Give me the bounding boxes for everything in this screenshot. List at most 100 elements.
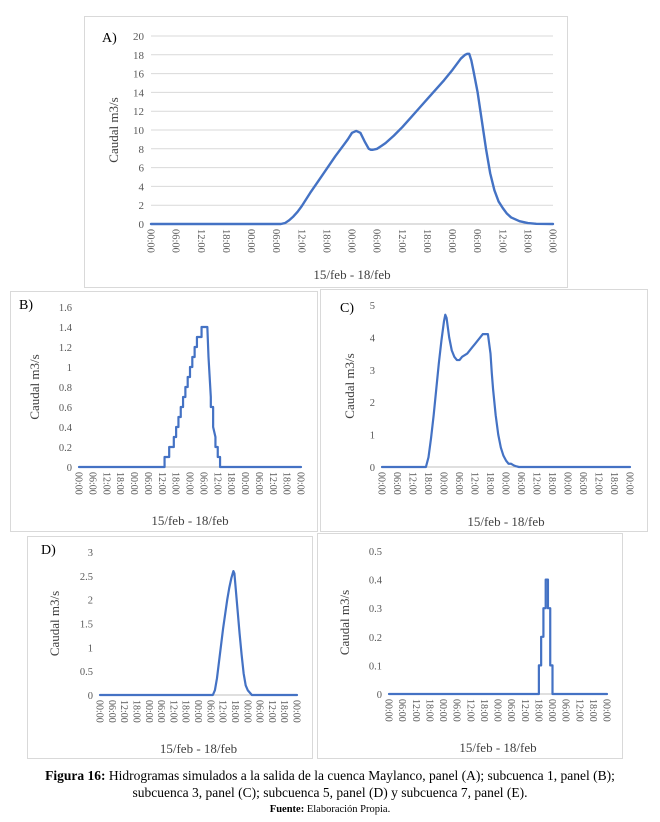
- y-tick-label: 0.6: [59, 403, 72, 414]
- source-label: Fuente:: [269, 804, 305, 815]
- x-tick-label: 06:00: [515, 472, 526, 495]
- x-tick-label: 18:00: [170, 472, 181, 495]
- y-tick-label: 18: [133, 50, 145, 62]
- series-line-b: [77, 325, 303, 469]
- x-tick-label: 12:00: [195, 229, 206, 253]
- chart-c-svg: 0 1 2 3 4 5 00:00 06:00 12:00 18:00 00:00 06:00 12:0…: [342, 301, 635, 529]
- y-tick-label: 6: [139, 163, 145, 175]
- chart-e-svg: 00.10.20.30.40.500:00 06:00 12:00 18:00 00:0…: [337, 547, 612, 755]
- x-tick-label: 00:00: [145, 229, 156, 253]
- caption-line-2: subcuenca 3, panel (C); subcuenca 5, pan…: [132, 785, 528, 800]
- y-tick-label: 1: [88, 643, 93, 654]
- x-tick-label: 00:00: [94, 700, 105, 723]
- x-tick-label: 12:00: [531, 472, 542, 495]
- x-tick-label: 12:00: [519, 699, 530, 722]
- x-tick-label: 18:00: [320, 229, 331, 253]
- y-tick-label: 2: [139, 200, 145, 212]
- panel-label-d: D): [41, 543, 56, 558]
- x-tick-label: 18:00: [587, 699, 598, 722]
- panel-label-b: B): [19, 298, 33, 313]
- x-tick-label: 18:00: [130, 700, 141, 723]
- x-tick-label: 12:00: [156, 472, 167, 495]
- x-tick-label: 12:00: [118, 700, 129, 723]
- y-tick-label: 1.2: [59, 343, 72, 354]
- x-tick-label: 00:00: [492, 699, 503, 722]
- y-axis-label: Caudal m3/s: [27, 354, 42, 419]
- x-tick-label: 00:00: [346, 229, 357, 253]
- x-tick-label: 18:00: [114, 472, 125, 495]
- caption-label: Figura 16:: [45, 768, 106, 783]
- y-tick-label: 14: [133, 87, 145, 99]
- y-tick-label: 2: [370, 398, 375, 409]
- x-tick-label: 06:00: [197, 472, 208, 495]
- x-tick-label: 06:00: [86, 472, 97, 495]
- x-axis-label: 15/feb - 18/feb: [160, 741, 237, 756]
- y-tick-label: 0: [139, 219, 145, 231]
- y-axis-label: Caudal m3/s: [337, 590, 352, 655]
- x-tick-label: 00:00: [295, 472, 306, 495]
- caption-line-1: Figura 16: Hidrogramas simulados a la sa…: [0, 767, 660, 784]
- x-tick-label: 18:00: [521, 229, 532, 253]
- x-tick-label: 00:00: [143, 700, 154, 723]
- caption-text-1: Hidrogramas simulados a la salida de la …: [108, 768, 615, 783]
- x-tick-label: 18:00: [484, 472, 495, 495]
- y-tick-label: 0.4: [369, 576, 383, 587]
- x-tick-label: 06:00: [142, 472, 153, 495]
- x-tick-label: 12:00: [496, 229, 507, 253]
- y-tick-label: 10: [133, 125, 145, 137]
- x-tick-label: 06:00: [391, 472, 402, 495]
- y-tick-label: 4: [370, 333, 376, 344]
- y-tick-label: 5: [370, 301, 375, 312]
- y-tick-label: 0: [377, 690, 382, 701]
- hydrograph-panel-c: 0 1 2 3 4 5 00:00 06:00 12:00 18:00 00:00 06:00 12:0…: [320, 289, 648, 532]
- x-tick-label: 12:00: [217, 700, 228, 723]
- source-text: Elaboración Propia.: [306, 804, 391, 815]
- x-tick-label: 12:00: [167, 700, 178, 723]
- series-line-c: [380, 313, 632, 469]
- x-tick-label: 00:00: [562, 472, 573, 495]
- x-tick-label: 06:00: [155, 700, 166, 723]
- series-line-e: [387, 578, 609, 696]
- figure-caption: Figura 16: Hidrogramas simulados a la sa…: [0, 767, 660, 801]
- x-tick-label: 18:00: [225, 472, 236, 495]
- y-tick-label: 0.2: [59, 443, 72, 454]
- x-tick-label: 18:00: [422, 472, 433, 495]
- x-tick-label: 00:00: [239, 472, 250, 495]
- y-tick-label: 3: [370, 366, 375, 377]
- x-tick-label: 06:00: [505, 699, 516, 722]
- x-tick-label: 18:00: [180, 700, 191, 723]
- x-tick-label: 18:00: [278, 700, 289, 723]
- x-tick-label: 18:00: [229, 700, 240, 723]
- x-tick-label: 12:00: [469, 472, 480, 495]
- x-tick-label: 06:00: [471, 229, 482, 253]
- y-tick-label: 8: [139, 144, 145, 156]
- x-tick-label: 00:00: [184, 472, 195, 495]
- y-tick-label: 0: [67, 463, 72, 474]
- x-tick-label: 18:00: [478, 699, 489, 722]
- x-tick-label: 00:00: [446, 229, 457, 253]
- y-tick-label: 12: [133, 106, 144, 118]
- x-tick-label: 18:00: [532, 699, 543, 722]
- y-tick-label: 0.3: [369, 604, 382, 615]
- x-tick-label: 00:00: [624, 472, 635, 495]
- x-tick-label: 06:00: [170, 229, 181, 253]
- x-tick-label: 18:00: [421, 229, 432, 253]
- x-tick-label: 12:00: [266, 700, 277, 723]
- x-axis-label: 15/feb - 18/feb: [459, 740, 536, 755]
- y-tick-label: 1.5: [80, 620, 93, 631]
- y-axis-label: Caudal m3/s: [47, 591, 62, 656]
- x-tick-label: 00:00: [601, 699, 612, 722]
- y-tick-label: 1: [67, 363, 72, 374]
- panel-label-a: A): [102, 31, 117, 46]
- x-tick-label: 00:00: [291, 700, 302, 723]
- y-tick-label: 0.8: [59, 383, 72, 394]
- x-axis-label: 15/feb - 18/feb: [467, 514, 544, 529]
- hydrograph-panel-a: 0 2 4 6 8 10 12 14 16 18 20 00:00 06:00 12:00 18:00 00:…: [84, 16, 568, 288]
- y-tick-label: 2.5: [80, 572, 93, 583]
- y-tick-label: 1.4: [59, 323, 73, 334]
- x-tick-label: 06:00: [560, 699, 571, 722]
- y-tick-label: 1: [370, 431, 375, 442]
- x-tick-label: 12:00: [267, 472, 278, 495]
- y-tick-label: 0: [88, 691, 93, 702]
